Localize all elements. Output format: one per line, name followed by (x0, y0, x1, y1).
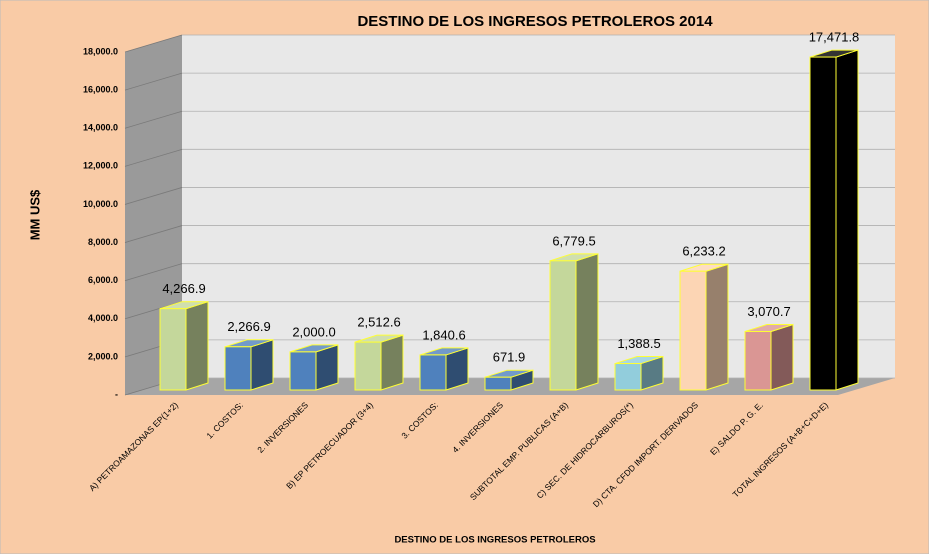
bar-side (705, 263, 729, 391)
bar (484, 376, 512, 391)
y-tick-label: 14,000.0 (83, 123, 118, 133)
y-tick-label: - (115, 389, 118, 399)
value-label: 1,388.5 (617, 336, 660, 351)
value-label: 6,233.2 (682, 244, 725, 259)
side-wall (125, 35, 182, 395)
y-tick-label: 10,000.0 (83, 199, 118, 209)
bar (354, 341, 382, 391)
bar-side (835, 49, 859, 391)
bar (159, 308, 187, 391)
chart-title: DESTINO DE LOS INGRESOS PETROLEROS 2014 (357, 13, 713, 30)
bar (224, 346, 252, 391)
bar-side (770, 323, 794, 391)
grid-line (124, 263, 183, 282)
value-label: 671.9 (493, 350, 526, 365)
value-label: 3,070.7 (747, 304, 790, 319)
y-tick-label: 18,000.0 (83, 46, 118, 56)
grid-line (124, 34, 183, 53)
bar-side (315, 344, 339, 391)
y-tick-label: 16,000.0 (83, 84, 118, 94)
grid-line (124, 148, 183, 167)
grid-line (124, 187, 183, 205)
y-tick-label: 4,000.0 (88, 313, 118, 323)
grid-line (124, 225, 183, 243)
bar-side (380, 334, 404, 391)
grid-line (124, 110, 183, 129)
value-label: 17,471.8 (809, 30, 860, 45)
value-label: 4,266.9 (162, 281, 205, 296)
x-axis-label: DESTINO DE LOS INGRESOS PETROLEROS (394, 535, 595, 546)
bar-side (250, 339, 274, 391)
value-label: 2,512.6 (357, 315, 400, 330)
y-tick-label: 12,000.0 (83, 161, 118, 171)
bar (289, 351, 317, 391)
y-tick-label: 2,000.0 (88, 351, 118, 361)
grid-line (124, 72, 183, 91)
y-tick-label: 6,000.0 (88, 275, 118, 285)
value-label: 6,779.5 (552, 233, 595, 248)
bar (809, 56, 837, 391)
y-tick-label: 8,000.0 (88, 237, 118, 247)
value-label: 2,000.0 (292, 324, 335, 339)
bar (679, 270, 707, 391)
value-label: 1,840.6 (422, 327, 465, 342)
bar-side (185, 301, 209, 391)
value-label: 2,266.9 (227, 319, 270, 334)
bar (419, 354, 447, 391)
bar (614, 363, 642, 391)
bar (744, 330, 772, 391)
y-axis-label: MM US$ (27, 189, 42, 240)
bar-side (575, 253, 599, 391)
bar (549, 260, 577, 391)
